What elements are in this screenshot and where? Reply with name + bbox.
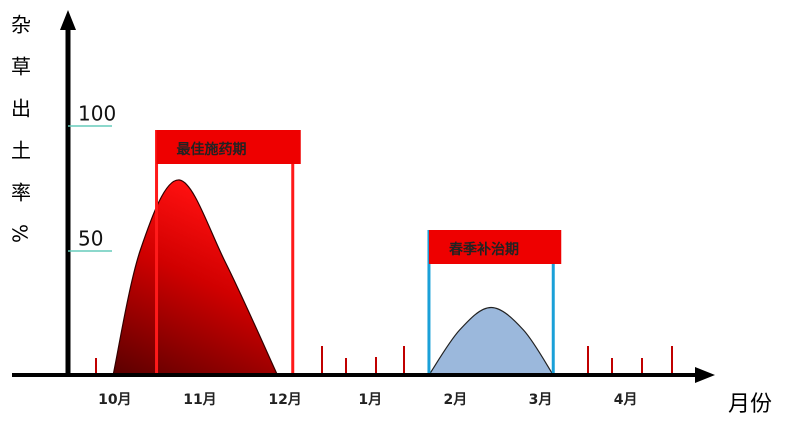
x-tick-label: 12月 <box>268 392 301 408</box>
y-tick-label: 100 <box>78 102 116 126</box>
period-label-box <box>156 130 301 164</box>
x-tick-label: 10月 <box>98 392 131 408</box>
period-label: 春季补治期 <box>448 241 519 258</box>
x-tick-label: 1月 <box>358 392 382 408</box>
period-label: 最佳施药期 <box>177 141 247 158</box>
x-tick-label: 4月 <box>614 392 638 408</box>
y-axis-arrow <box>60 10 76 30</box>
x-axis-label: 月份 <box>728 392 772 417</box>
area <box>112 179 279 376</box>
x-tick-label: 3月 <box>529 392 553 408</box>
area <box>427 306 555 376</box>
period-label-box <box>428 230 562 264</box>
y-tick-label: 50 <box>78 227 103 251</box>
x-tick-label: 11月 <box>183 392 216 408</box>
x-tick-label: 2月 <box>443 392 467 408</box>
x-axis-arrow <box>695 367 715 383</box>
y-axis-label: 杂草出土率% <box>8 14 32 265</box>
